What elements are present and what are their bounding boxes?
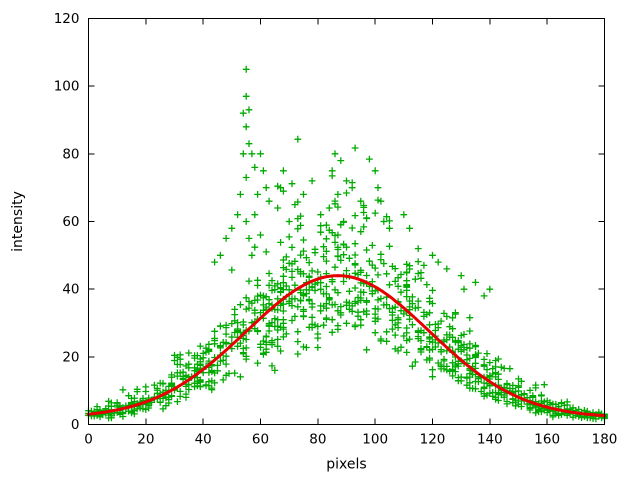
y-tick-label: 60 xyxy=(62,214,79,230)
scatter-series-intensity-data xyxy=(85,65,608,423)
scatter-points xyxy=(85,65,608,423)
y-tick-label: 120 xyxy=(54,11,80,27)
x-tick-label: 160 xyxy=(534,432,560,448)
y-tick-label: 40 xyxy=(62,282,79,298)
y-tick-label: 100 xyxy=(54,79,80,95)
y-tick-label: 20 xyxy=(62,349,79,365)
x-tick-label: 100 xyxy=(362,432,388,448)
x-tick-label: 120 xyxy=(420,432,446,448)
tick-labels: 0 20 40 60 80 100 120 140 160 180 0 20 40 60 80 100 120 xyxy=(54,11,618,448)
x-tick-label: 80 xyxy=(309,432,326,448)
x-tick-label: 40 xyxy=(195,432,212,448)
x-tick-label: 180 xyxy=(592,432,618,448)
axis-ticks xyxy=(88,18,605,425)
x-tick-label: 0 xyxy=(84,432,93,448)
y-tick-label: 80 xyxy=(62,146,79,162)
x-tick-label: 60 xyxy=(252,432,269,448)
x-tick-label: 20 xyxy=(137,432,154,448)
gaussian-fit-curve xyxy=(87,274,606,418)
x-tick-label: 140 xyxy=(477,432,503,448)
y-axis-label: intensity xyxy=(10,191,26,252)
x-axis-label: pixels xyxy=(326,457,366,473)
y-tick-label: 0 xyxy=(71,417,80,433)
